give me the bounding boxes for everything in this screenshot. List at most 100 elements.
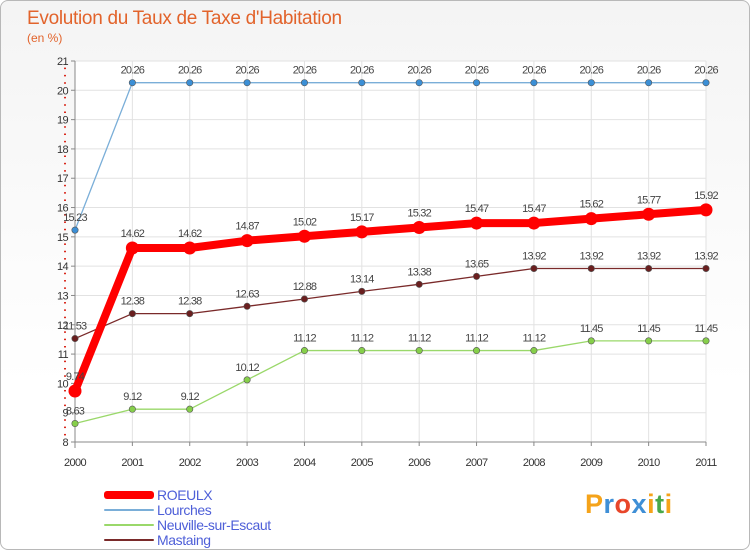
x-tick-label: 2002 [179,457,202,469]
legend-item-roeulx: ROEULX [104,487,271,502]
data-point-roeulx [584,212,598,226]
legend-label-neuville-sur-escaut: Neuville-sur-Escaut [157,516,271,533]
data-point-roeulx [412,220,426,234]
data-point-lourches [415,79,423,87]
data-point-roeulx [125,241,139,255]
data-label-lourches: 20.26 [293,65,317,77]
data-point-neuville-sur-escaut [71,420,79,428]
data-point-mastaing [702,264,710,272]
data-label-lourches: 20.26 [637,65,661,77]
data-point-mastaing [71,335,79,343]
data-label-lourches: 20.26 [522,65,546,77]
y-tick-label: 12 [57,320,69,332]
data-label-lourches: 20.26 [235,65,259,77]
data-label-roeulx: 15.17 [350,212,374,224]
data-label-roeulx: 15.47 [522,203,546,215]
data-label-neuville-sur-escaut: 11.12 [293,333,316,345]
data-label-mastaing: 12.63 [235,288,259,300]
x-tick-label: 2010 [638,457,661,469]
data-point-lourches [587,79,595,87]
data-label-roeulx: 15.62 [580,199,604,211]
chart-title: Evolution du Taux de Taxe d'Habitation [27,8,342,29]
legend-swatch-lourches [104,508,154,511]
y-tick-label: 20 [57,85,69,97]
x-tick-label: 2008 [523,457,546,469]
data-label-roeulx: 15.32 [407,207,431,219]
data-point-lourches [300,79,308,87]
data-point-mastaing [415,280,423,288]
legend-item-mastaing: Mastaing [104,532,271,547]
data-point-mastaing [128,310,136,318]
data-point-lourches [186,79,194,87]
data-point-neuville-sur-escaut [243,376,251,384]
data-label-lourches: 20.26 [121,65,145,77]
data-label-neuville-sur-escaut: 11.45 [637,323,660,335]
data-label-roeulx: 9.74 [66,371,85,383]
data-point-roeulx [470,216,484,230]
data-label-lourches: 20.26 [350,65,374,77]
data-label-mastaing: 13.14 [350,273,374,285]
y-tick-label: 11 [58,349,69,361]
y-tick-label: 15 [57,232,69,244]
data-label-neuville-sur-escaut: 11.45 [695,323,718,335]
logo-letter: i [664,489,673,519]
legend-swatch-mastaing [104,538,154,541]
series-line-roeulx [71,205,710,396]
legend-label-mastaing: Mastaing [157,531,211,548]
data-label-mastaing: 13.92 [522,250,546,262]
legend-swatch-roeulx [104,490,154,499]
y-tick-label: 16 [57,203,69,215]
x-tick-label: 2006 [408,457,431,469]
data-label-roeulx: 14.87 [235,221,259,233]
data-point-roeulx [355,225,369,239]
data-label-neuville-sur-escaut: 9.12 [181,391,200,403]
data-label-mastaing: 13.92 [580,250,604,262]
data-point-neuville-sur-escaut [300,347,308,355]
x-tick-label: 2003 [236,457,259,469]
data-label-mastaing: 12.38 [178,296,202,308]
data-label-roeulx: 15.77 [637,194,661,206]
data-label-roeulx: 14.62 [121,228,145,240]
data-point-lourches [530,79,538,87]
data-point-lourches [702,79,710,87]
logo-letter: o [614,489,632,519]
data-label-lourches: 20.26 [178,65,202,77]
data-label-roeulx: 15.47 [465,203,489,215]
data-point-neuville-sur-escaut [645,337,653,345]
y-tick-label: 18 [57,144,69,156]
data-point-roeulx [642,207,656,221]
data-label-lourches: 20.26 [407,65,431,77]
data-label-lourches: 20.26 [465,65,489,77]
data-point-neuville-sur-escaut [587,337,595,345]
data-point-roeulx [297,229,311,243]
y-tick-label: 13 [57,290,69,302]
series-line-lourches [74,82,707,231]
data-label-lourches: 15.23 [63,212,87,224]
data-point-mastaing [243,302,251,310]
data-label-mastaing: 12.38 [121,296,145,308]
legend: ROEULX Lourches Neuville-sur-Escaut Mastain… [104,487,271,547]
x-tick-label: 2011 [695,457,717,469]
data-label-neuville-sur-escaut: 11.12 [350,333,373,345]
x-tick-label: 2004 [293,457,316,469]
data-point-lourches [128,79,136,87]
legend-swatch-neuville-sur-escaut [104,523,154,526]
data-label-lourches: 20.26 [580,65,604,77]
legend-item-lourches: Lourches [104,502,271,517]
y-tick-label: 21 [57,56,69,68]
data-point-neuville-sur-escaut [473,347,481,355]
data-point-roeulx [699,203,713,217]
data-point-roeulx [527,216,541,230]
data-label-roeulx: 14.62 [178,228,202,240]
logo-letter: t [655,489,665,519]
y-tick-label: 10 [57,378,69,390]
data-point-lourches [71,226,79,234]
data-label-roeulx: 15.02 [293,216,317,228]
data-label-neuville-sur-escaut: 9.12 [123,391,142,403]
data-point-lourches [358,79,366,87]
data-point-neuville-sur-escaut [530,347,538,355]
data-point-neuville-sur-escaut [415,347,423,355]
series-line-mastaing [74,267,707,340]
